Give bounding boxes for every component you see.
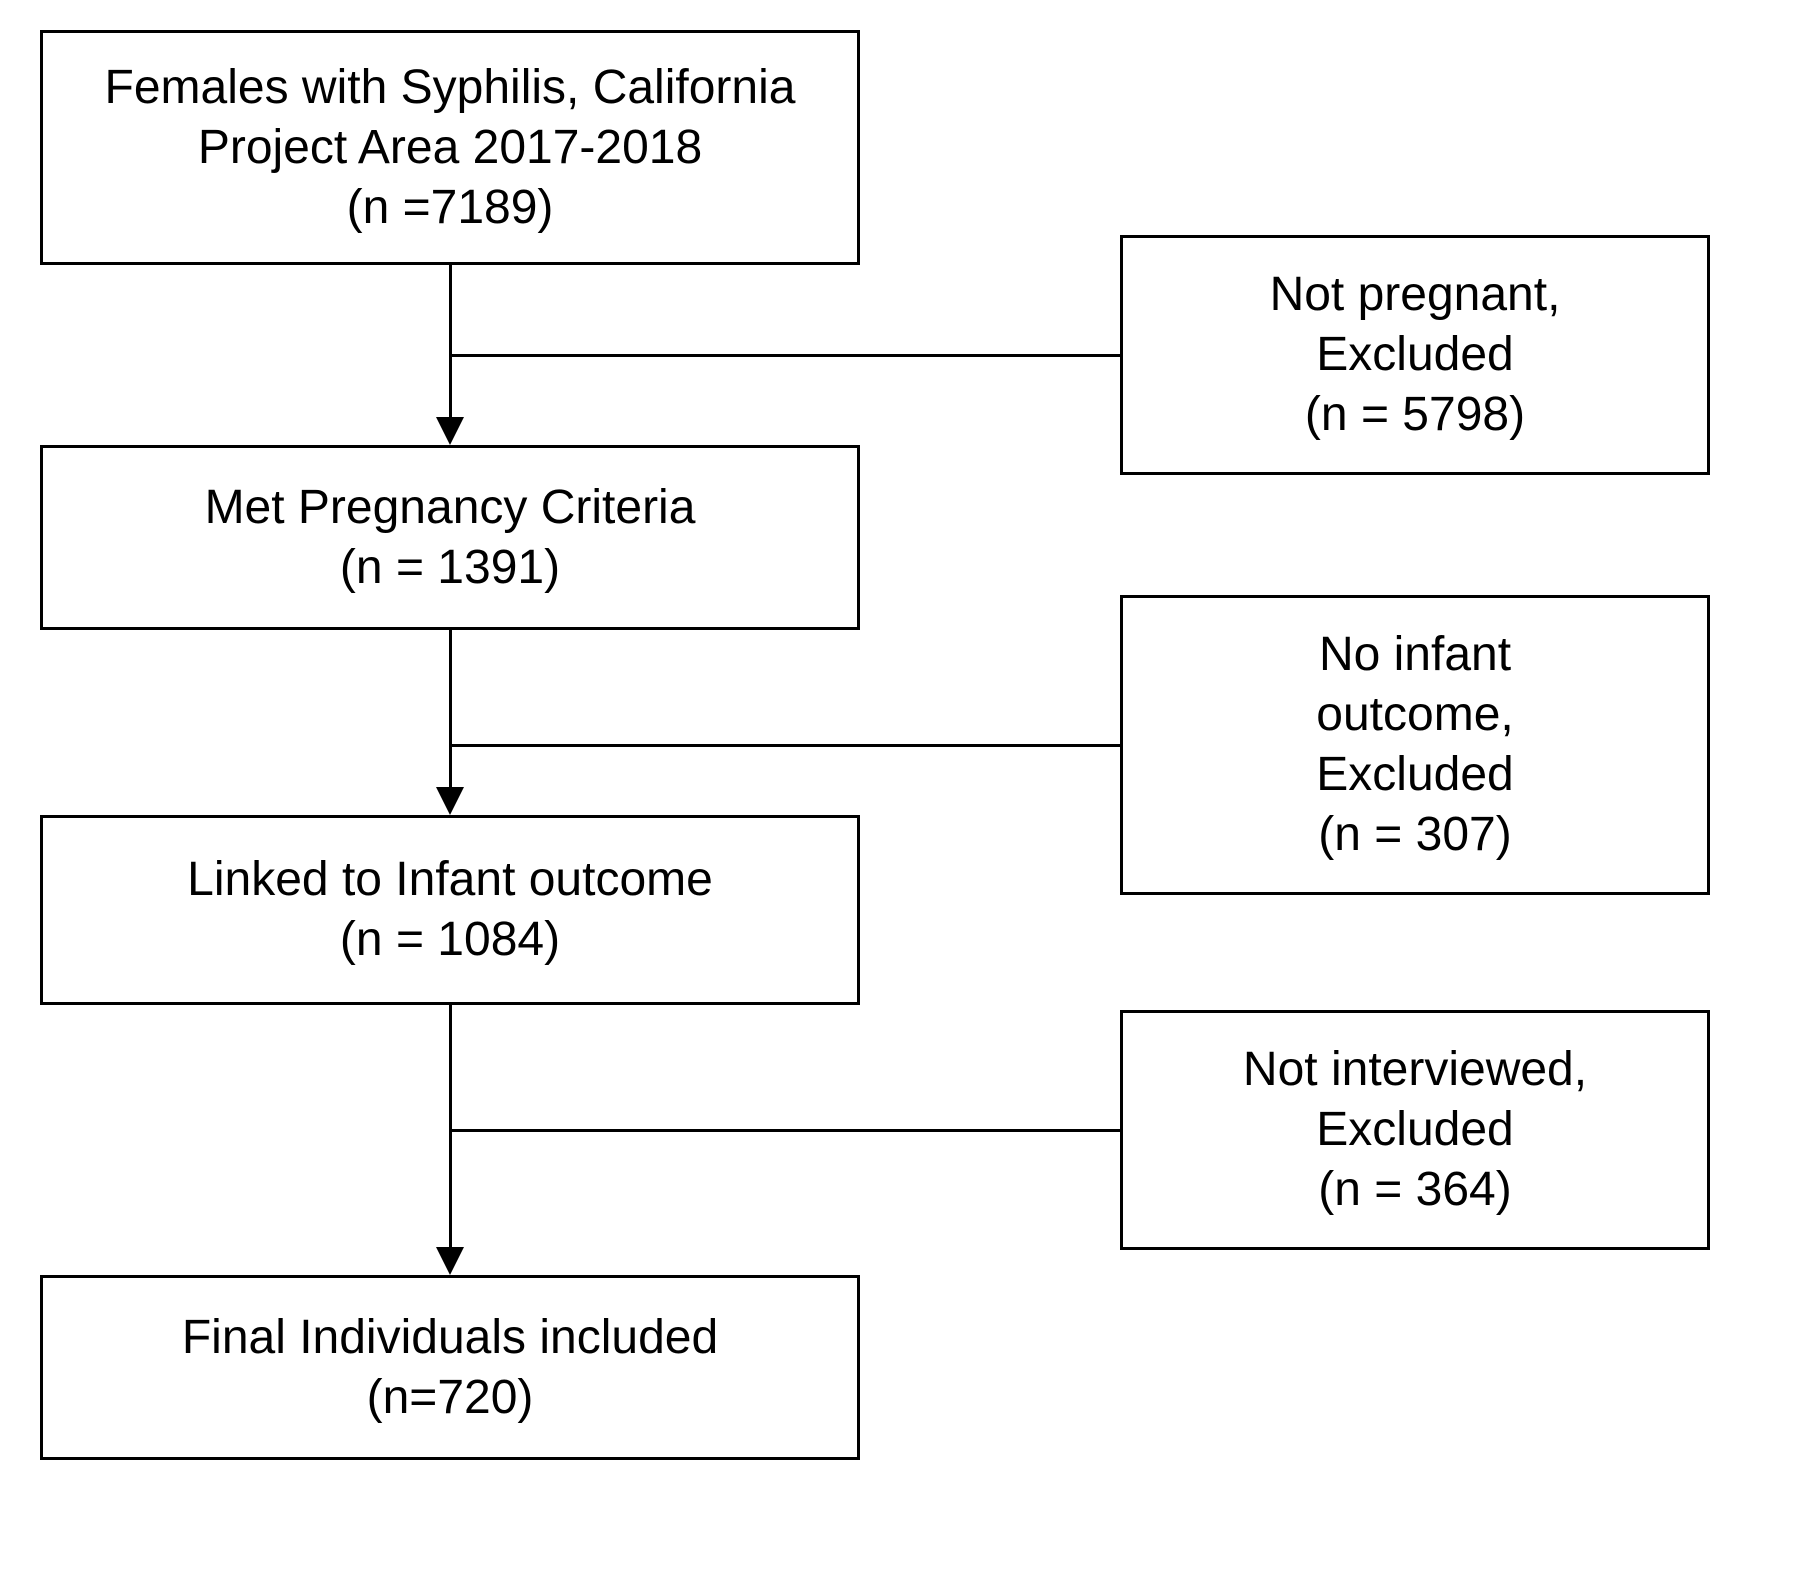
node-exclude-not-pregnant: Not pregnant, Excluded (n = 5798) xyxy=(1120,235,1710,475)
node-met-pregnancy: Met Pregnancy Criteria (n = 1391) xyxy=(40,445,860,630)
node-final: Final Individuals included (n=720) xyxy=(40,1275,860,1460)
node-linked: Linked to Infant outcome (n = 1084) xyxy=(40,815,860,1005)
exclude2-line2: outcome, xyxy=(1316,685,1513,745)
exclude1-line1: Not pregnant, xyxy=(1270,265,1561,325)
exclude2-line3: Excluded xyxy=(1316,745,1513,805)
exclude3-line2: Excluded xyxy=(1316,1100,1513,1160)
final-line1: Final Individuals included xyxy=(182,1308,718,1368)
node-exclude-no-infant: No infant outcome, Excluded (n = 307) xyxy=(1120,595,1710,895)
exclude2-line4: (n = 307) xyxy=(1318,805,1511,865)
exclude1-line3: (n = 5798) xyxy=(1305,385,1525,445)
arrow-2-stem xyxy=(449,630,452,787)
met-pregnancy-line1: Met Pregnancy Criteria xyxy=(205,478,696,538)
met-pregnancy-line2: (n = 1391) xyxy=(340,538,560,598)
arrow-3-branch xyxy=(450,1129,1120,1132)
arrow-2-branch xyxy=(450,744,1120,747)
arrow-1-stem xyxy=(449,265,452,417)
exclude1-line2: Excluded xyxy=(1316,325,1513,385)
linked-line1: Linked to Infant outcome xyxy=(187,850,713,910)
linked-line2: (n = 1084) xyxy=(340,910,560,970)
arrow-1-head xyxy=(436,417,464,445)
arrow-3-stem xyxy=(449,1005,452,1247)
exclude3-line1: Not interviewed, xyxy=(1243,1040,1587,1100)
arrow-3-head xyxy=(436,1247,464,1275)
arrow-1-branch xyxy=(450,354,1120,357)
node-exclude-not-interviewed: Not interviewed, Excluded (n = 364) xyxy=(1120,1010,1710,1250)
final-line2: (n=720) xyxy=(367,1368,534,1428)
exclude2-line1: No infant xyxy=(1319,625,1511,685)
start-line1: Females with Syphilis, California xyxy=(105,58,796,118)
start-line3: (n =7189) xyxy=(347,178,554,238)
arrow-2-head xyxy=(436,787,464,815)
start-line2: Project Area 2017-2018 xyxy=(198,118,702,178)
exclude3-line3: (n = 364) xyxy=(1318,1160,1511,1220)
node-start: Females with Syphilis, California Projec… xyxy=(40,30,860,265)
